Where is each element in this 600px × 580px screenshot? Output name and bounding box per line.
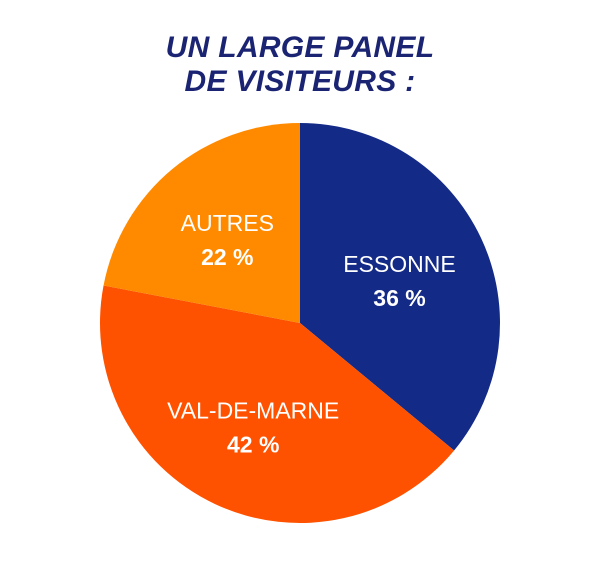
slice-value-autres: 22 % — [201, 244, 253, 270]
pie-slice-val-de-marne — [99, 285, 455, 523]
pie-labels: ESSONNE 36 % VAL-DE-MARNE 42 % AUTRES 22 % — [167, 210, 456, 457]
pie-slice-essonne — [300, 123, 500, 451]
slice-label-autres: AUTRES — [181, 210, 274, 236]
pie-slice-autres — [103, 122, 300, 323]
chart-title-line1: UN LARGE PANEL — [165, 31, 435, 64]
chart-title-line2: DE VISITEURS : — [184, 65, 416, 98]
slice-value-essonne: 36 % — [373, 285, 425, 311]
pie-slices — [99, 122, 500, 523]
slice-value-val-de-marne: 42 % — [227, 432, 279, 458]
slice-label-essonne: ESSONNE — [343, 251, 455, 277]
slice-label-val-de-marne: VAL-DE-MARNE — [167, 398, 339, 424]
